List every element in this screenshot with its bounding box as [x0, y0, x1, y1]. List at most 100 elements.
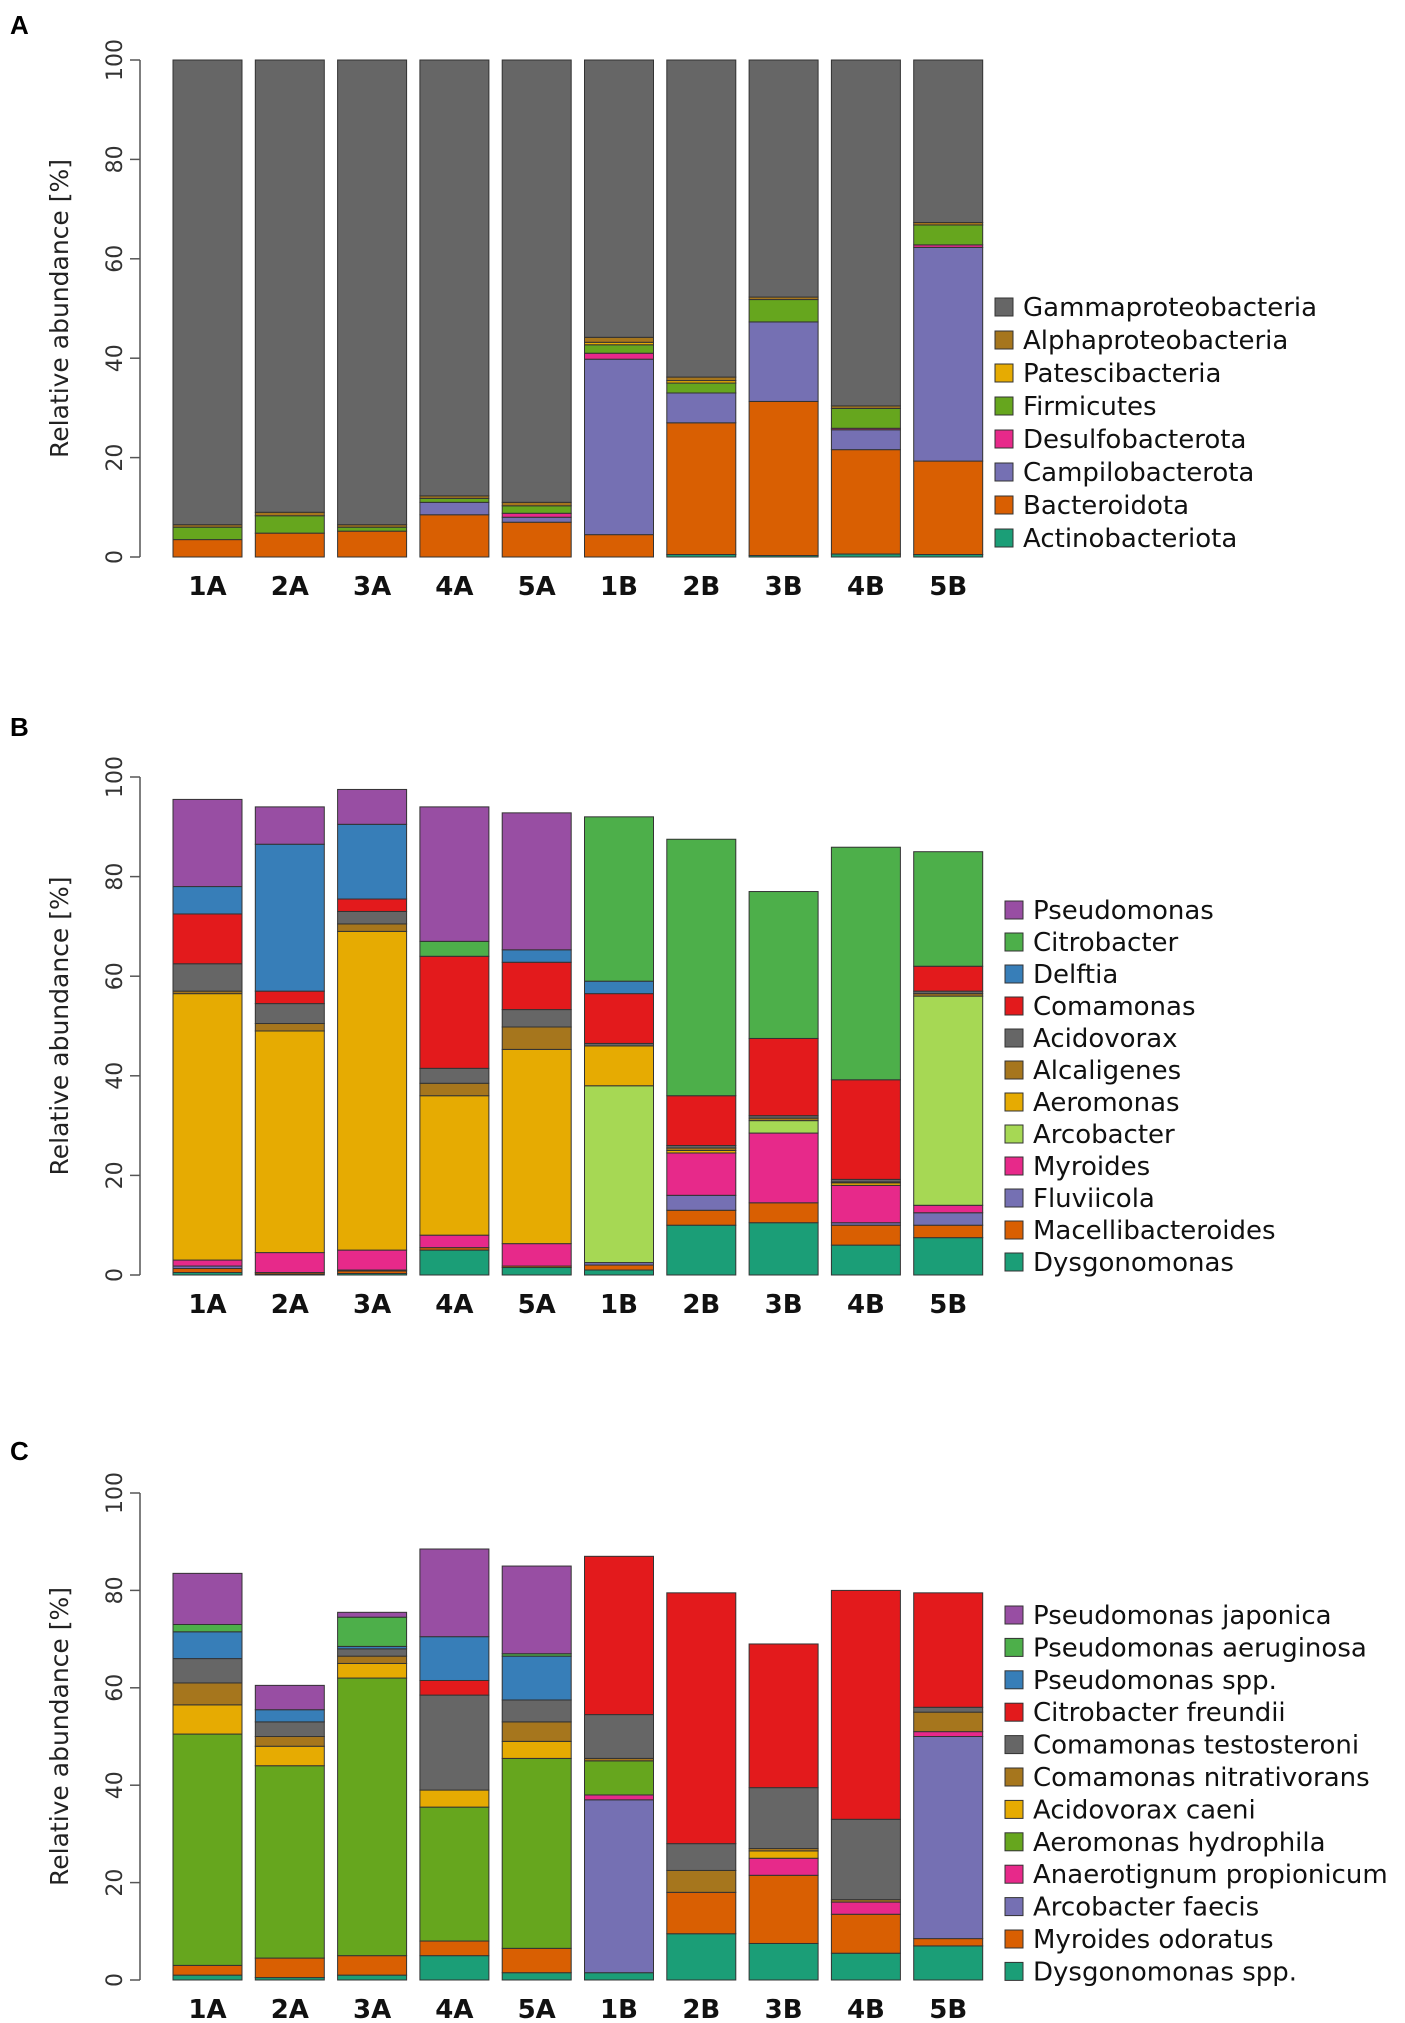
bar-segment-aeromonas-hydrophila [584, 1760, 654, 1796]
bar-segment-pseudomonas-spp [172, 1631, 243, 1660]
bar-segment-comamonas-nitrativorans [337, 1655, 408, 1664]
bar-segment-alphaproteobacteria [666, 376, 737, 382]
bar-segment-comamonas [584, 993, 654, 1044]
panel-label-b: B [10, 712, 29, 742]
bar-segment-myroides [666, 1152, 737, 1196]
bar-segment-firmicutes [419, 497, 490, 503]
bar-segment-anaerotignum-propionicum [748, 1857, 819, 1876]
bar-segment-myroides-odoratus [172, 1964, 243, 1976]
bar-segment-arcobacter [584, 1085, 654, 1264]
bar-segment-gammaproteobacteria [337, 59, 408, 526]
bar-segment-firmicutes [337, 526, 408, 532]
bar-segment-citrobacter-freundii [419, 1679, 490, 1696]
legend-item: Pseudomonas aeruginosa [1033, 1633, 1367, 1663]
bar-segment-comamonas [913, 965, 984, 992]
bar-segment-gammaproteobacteria [584, 59, 654, 338]
x-tick-label: 2B [682, 1290, 720, 1320]
chart-panel-c: 0 20 40 60 80 100 Relative abundance [%] 1A 2A 3A… [45, 1472, 1388, 2023]
bar-segment-fluviicola [666, 1194, 737, 1211]
bar-segment-myroides-odoratus [748, 1874, 819, 1944]
x-tick-label: 1B [600, 1995, 638, 2023]
bar-segment-comamonas-nitrativorans [666, 1869, 737, 1893]
legend-item: Gammaproteobacteria [1023, 293, 1317, 323]
bar-segment-dysgonomonas-spp [501, 1972, 572, 1981]
x-tick-label: 3A [353, 1290, 391, 1320]
bar-segment-comamonas-nitrativorans [913, 1711, 984, 1733]
panel-label-a: A [10, 10, 29, 40]
x-tick-label: 1B [600, 572, 638, 602]
legend-item: Myroides [1033, 1152, 1150, 1182]
x-tick-label: 2A [271, 572, 309, 602]
y-tick-label: 20 [103, 444, 128, 472]
legend-item: Pseudomonas spp. [1033, 1666, 1277, 1696]
legend-swatch [1004, 1252, 1024, 1272]
bar-segment-aeromonas [584, 1045, 654, 1087]
bar-segment-myroides [172, 1259, 243, 1267]
bar-segment-campilobacterota [830, 429, 901, 451]
bar-segment-macellibacteroides [913, 1224, 984, 1239]
bar-segment-comamonas [748, 1037, 819, 1117]
legend-item: Arcobacter [1033, 1120, 1175, 1150]
bar-segment-macellibacteroides [748, 1202, 819, 1224]
x-tick-label: 5B [929, 1995, 967, 2023]
bar-segment-citrobacter-freundii [830, 1589, 901, 1820]
bar-segment-dysgonomonas-spp [748, 1942, 819, 1981]
bar-segment-myroides-odoratus [830, 1913, 901, 1954]
bar-segment-pseudomonas [337, 788, 408, 825]
legend-swatch [1004, 964, 1024, 984]
legend-swatch [1004, 1188, 1024, 1208]
bar-segment-arcobacter-faecis [584, 1799, 654, 1974]
x-tick-label: 3B [765, 1995, 803, 2023]
bar-segment-comamonas [172, 913, 243, 965]
legend-swatch [1004, 1702, 1024, 1722]
bar-segment-aeromonas-hydrophila [337, 1677, 408, 1957]
bar-segment-pseudomonas [501, 812, 572, 951]
bar-segment-bacteroidota [419, 514, 490, 558]
bar-segment-comamonas-testosteroni [337, 1648, 408, 1657]
x-tick-label: 3A [353, 572, 391, 602]
x-tick-label: 5A [518, 1290, 556, 1320]
bar-segment-myroides [254, 1252, 325, 1274]
bar-segment-pseudomonas-japonica [501, 1565, 572, 1655]
bar-segment-campilobacterota [584, 358, 654, 536]
legend-swatch [1004, 1060, 1024, 1080]
bar-segment-acidovorax [501, 1009, 572, 1028]
bar-segment-comamonas-testosteroni [254, 1721, 325, 1738]
legend-swatch [1004, 1670, 1024, 1690]
y-tick-label: 20 [103, 1869, 128, 1897]
bar-segment-myroides [501, 1243, 572, 1267]
legend-item: Anaerotignum propionicum [1033, 1860, 1388, 1890]
chart-panel-b: 0 20 40 60 80 100 Relative abundance [%] 1A 2A 3A… [45, 756, 1276, 1320]
legend-item: Dysgonomonas [1033, 1248, 1234, 1278]
bar-segment-anaerotignum-propionicum [913, 1731, 984, 1738]
bar-segment-comamonas-nitrativorans [172, 1682, 243, 1706]
bar-segment-myroides-odoratus [501, 1947, 572, 1974]
legend-swatch [1004, 1156, 1024, 1176]
y-tick-label: 80 [103, 1576, 128, 1604]
legend-swatch [1004, 1637, 1024, 1657]
legend-swatch [1004, 900, 1024, 920]
bar-segment-comamonas-testosteroni [172, 1658, 243, 1684]
y-axis-label: Relative abundance [%] [45, 159, 74, 458]
bar-segment-comamonas-testosteroni [666, 1843, 737, 1871]
bar-segment-bacteroidota [254, 532, 325, 558]
bar-segment-dysgonomonas [584, 1269, 654, 1276]
bar-segment-myroides-odoratus [254, 1957, 325, 1979]
bar-segment-acidovorax [254, 1003, 325, 1025]
chart-panel-a: 0 20 40 60 80 100 Relative abundance [%] 1A 2A 3A… [45, 39, 1317, 602]
legend-swatch [994, 363, 1014, 383]
bar-segment-firmicutes [748, 299, 819, 323]
bar-segment-acidovorax-caeni [254, 1745, 325, 1767]
bar-segment-aeromonas-hydrophila [419, 1806, 490, 1942]
bar-segment-alphaproteobacteria [254, 511, 325, 517]
bar-segment-pseudomonas-aeruginosa [172, 1623, 243, 1633]
bar-segment-pseudomonas [419, 806, 490, 942]
y-tick-label: 40 [103, 1062, 128, 1090]
bar-segment-comamonas [337, 898, 408, 912]
legend-item: Delftia [1033, 960, 1118, 990]
bar-segment-citrobacter [584, 816, 654, 982]
legend-swatch [994, 330, 1014, 350]
bar-segment-campilobacterota [501, 516, 572, 523]
bar-segment-alphaproteobacteria [501, 501, 572, 507]
bar-segment-gammaproteobacteria [501, 59, 572, 503]
